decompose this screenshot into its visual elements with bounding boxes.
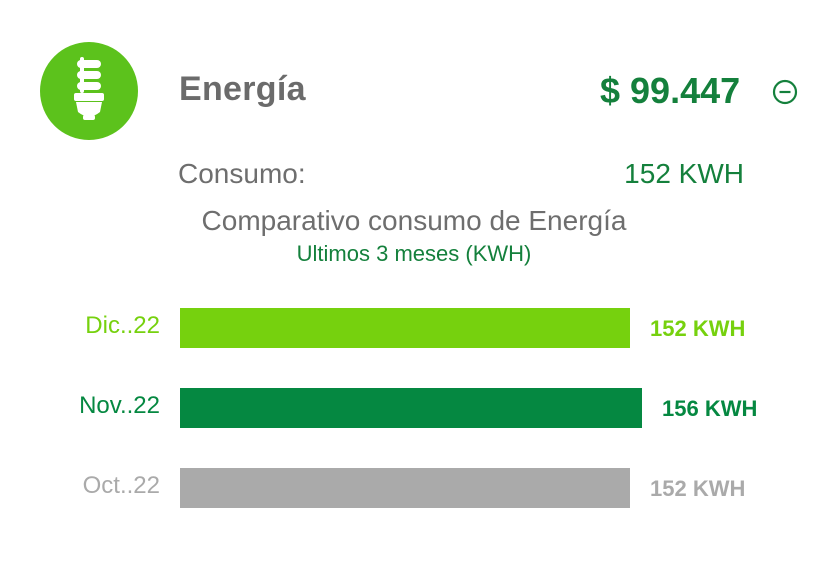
card-title: Energía <box>179 70 306 108</box>
bar <box>180 468 630 508</box>
chart-subtitle: Ultimos 3 meses (KWH) <box>296 241 532 266</box>
bar-value-label: 156 KWH <box>662 396 758 421</box>
bar <box>180 388 642 428</box>
consumo-label: Consumo: <box>178 158 306 189</box>
bar-row: Dic..22 152 KWH <box>0 308 828 348</box>
energy-icon-badge <box>40 42 138 140</box>
bar-category-label: Dic..22 <box>85 312 160 339</box>
consumo-value: 152 KWH <box>624 158 744 189</box>
bar <box>180 308 630 348</box>
amount-value: $ 99.447 <box>600 70 741 111</box>
bar-row: Nov..22 156 KWH <box>0 388 828 428</box>
lightbulb-icon <box>74 57 104 120</box>
bar-category-label: Oct..22 <box>82 472 160 499</box>
chart-title: Comparativo consumo de Energía <box>201 205 627 236</box>
bar-row: Oct..22 152 KWH <box>0 468 828 508</box>
bar-value-label: 152 KWH <box>650 476 746 501</box>
bar-category-label: Nov..22 <box>79 392 160 419</box>
bar-value-label: 152 KWH <box>650 316 746 341</box>
minus-circle-icon[interactable] <box>772 79 798 105</box>
